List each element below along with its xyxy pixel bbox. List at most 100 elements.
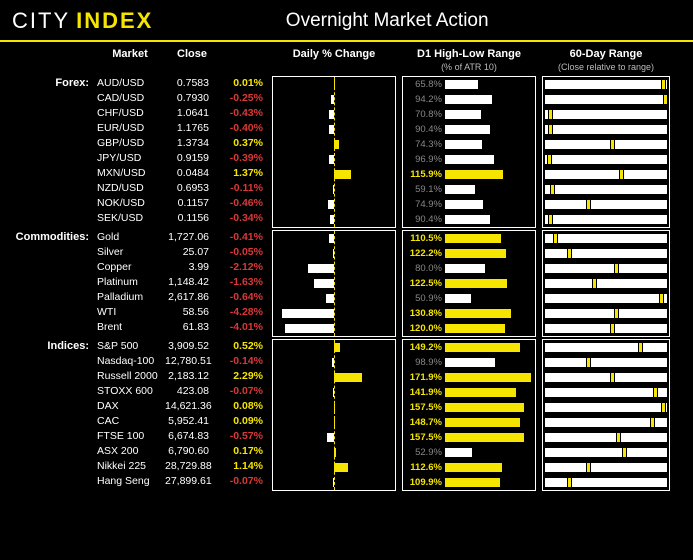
chart-row: 141.9% (403, 385, 535, 400)
chart-row (543, 92, 669, 107)
data-column: GoldSilverCopperPlatinumPalladiumWTIBren… (95, 230, 165, 337)
chart-row (273, 182, 395, 197)
market-name: STOXX 600 (95, 384, 165, 399)
market-name: Brent (95, 320, 165, 335)
daily-bar (308, 264, 334, 273)
pct-change: -0.34% (217, 211, 269, 226)
close-value: 1.0641 (165, 106, 217, 121)
chart-row (273, 370, 395, 385)
atr-bar (445, 388, 516, 397)
atr-bar (445, 418, 520, 427)
chart-row: 171.9% (403, 370, 535, 385)
chart-row (273, 415, 395, 430)
section-label: Forex: (10, 76, 95, 228)
range-track (545, 264, 667, 273)
atr-range-chart: 110.5%122.2%80.0%122.5%50.9%130.8%120.0% (402, 230, 536, 337)
close-value: 12,780.51 (165, 354, 217, 369)
chart-row (273, 291, 395, 306)
pct-change: -0.40% (217, 121, 269, 136)
daily-bar (333, 249, 334, 258)
daily-bar (334, 418, 335, 427)
chart-row (273, 77, 395, 92)
chart-row: 80.0% (403, 261, 535, 276)
range-close-marker (586, 199, 591, 210)
daily-bar (282, 309, 334, 318)
close-value: 1,148.42 (165, 275, 217, 290)
range-track (545, 478, 667, 487)
chart-row (543, 430, 669, 445)
pct-change: -0.39% (217, 151, 269, 166)
pct-change: -0.14% (217, 354, 269, 369)
section-label: Indices: (10, 339, 95, 491)
chart-row (543, 460, 669, 475)
market-name: SEK/USD (95, 211, 165, 226)
pct-change: -0.43% (217, 106, 269, 121)
chart-row: 50.9% (403, 291, 535, 306)
daily-change-chart (272, 230, 396, 337)
atr-label: 157.5% (405, 402, 445, 413)
market-name: Platinum (95, 275, 165, 290)
pct-change: -0.05% (217, 245, 269, 260)
daily-bar (329, 234, 334, 243)
atr-bar (445, 155, 494, 164)
range-close-marker (616, 432, 621, 443)
market-name: FTSE 100 (95, 429, 165, 444)
chart-row (543, 261, 669, 276)
chart-row (543, 340, 669, 355)
atr-label: 130.8% (405, 308, 445, 319)
chart-row (543, 306, 669, 321)
atr-label: 70.8% (405, 109, 445, 120)
col-close: Close (165, 46, 217, 62)
market-name: GBP/USD (95, 136, 165, 151)
column-headers: Market Close Daily % Change D1 High-Low … (10, 46, 683, 62)
range-close-marker (553, 233, 558, 244)
daily-bar (334, 448, 336, 457)
pct-change: 0.17% (217, 444, 269, 459)
atr-label: 94.2% (405, 94, 445, 105)
range-track (545, 95, 667, 104)
chart-row (543, 321, 669, 336)
pct-change: 0.01% (217, 76, 269, 91)
chart-row (273, 231, 395, 246)
daily-bar (334, 140, 339, 149)
chart-row (273, 276, 395, 291)
chart-row (273, 137, 395, 152)
market-name: Silver (95, 245, 165, 260)
range-track (545, 185, 667, 194)
close-value: 0.0484 (165, 166, 217, 181)
col-daily: Daily % Change (269, 46, 399, 62)
data-column: S&P 500Nasdaq-100Russell 2000STOXX 600DA… (95, 339, 165, 491)
range-track (545, 80, 667, 89)
chart-row (543, 385, 669, 400)
range-track (545, 358, 667, 367)
range-close-marker (567, 477, 572, 488)
market-name: CAD/USD (95, 91, 165, 106)
atr-bar (445, 249, 506, 258)
range-close-marker (661, 79, 666, 90)
close-value: 0.1157 (165, 196, 217, 211)
data-column: 1,727.0625.073.991,148.422,617.8658.5661… (165, 230, 217, 337)
chart-row (543, 400, 669, 415)
logo-index: INDEX (76, 8, 153, 34)
close-value: 5,952.41 (165, 414, 217, 429)
chart-row: 52.9% (403, 445, 535, 460)
pct-change: 0.37% (217, 136, 269, 151)
range-close-marker (586, 357, 591, 368)
market-name: JPY/USD (95, 151, 165, 166)
chart-row (543, 445, 669, 460)
atr-bar (445, 358, 495, 367)
chart-row (543, 182, 669, 197)
chart-row: 148.7% (403, 415, 535, 430)
close-value: 0.7583 (165, 76, 217, 91)
close-value: 2,617.86 (165, 290, 217, 305)
range-close-marker (592, 278, 597, 289)
pct-change: -0.25% (217, 91, 269, 106)
daily-bar (314, 279, 334, 288)
close-value: 0.1156 (165, 211, 217, 226)
data-column: -0.41%-0.05%-2.12%-1.63%-0.64%-4.28%-4.0… (217, 230, 269, 337)
range-close-marker (614, 263, 619, 274)
range-track (545, 279, 667, 288)
close-value: 6,790.60 (165, 444, 217, 459)
chart-row (543, 197, 669, 212)
section: Forex:AUD/USDCAD/USDCHF/USDEUR/USDGBP/US… (10, 76, 683, 228)
